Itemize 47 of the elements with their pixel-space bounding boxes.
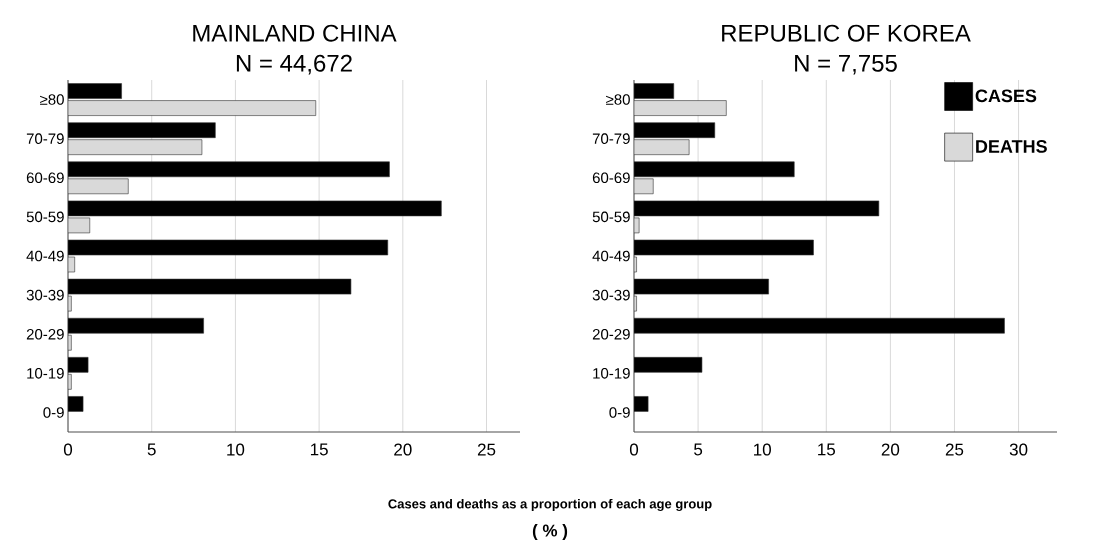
x-tick-label: 10 — [227, 443, 245, 456]
legend-label: CASES — [975, 89, 1037, 103]
y-tick-label: 40-49 — [592, 250, 630, 262]
y-tick-label: ≥80 — [40, 94, 64, 105]
y-tick-label: 30-39 — [26, 289, 64, 301]
y-tick-label: 10-19 — [27, 368, 64, 379]
bar — [634, 357, 703, 373]
text: ( % ) — [532, 524, 568, 540]
bar — [68, 161, 390, 178]
y-tick-label: 10-19 — [593, 368, 630, 379]
x-tick-label: 10 — [754, 443, 771, 456]
y-tick-label: 20-29 — [26, 328, 64, 340]
x-axis-title: Cases and deaths as a proportion of each age group — [388, 498, 712, 512]
x-tick-label: 25 — [945, 443, 964, 456]
x-tick-label: 5 — [147, 443, 156, 456]
x-tick-label: 0 — [629, 443, 639, 456]
y-tick-label: 50-59 — [26, 211, 64, 223]
bar — [68, 178, 129, 195]
chart-subtitle: N = 7,755 — [795, 54, 897, 75]
bar — [634, 396, 649, 412]
y-tick-label: 20-29 — [592, 328, 630, 340]
chart-title: REPUBLIC OF KOREA — [722, 24, 971, 42]
x-tick-label: 20 — [394, 443, 412, 456]
x-tick-label: 15 — [818, 443, 836, 456]
x-tick-label: 20 — [881, 443, 900, 456]
y-tick-label: 40-49 — [26, 250, 64, 262]
chart-subtitle: N = 44,672 — [236, 54, 352, 75]
y-tick-label: ≥80 — [606, 94, 630, 105]
y-tick-label: 0-9 — [609, 407, 630, 418]
chart-title: MAINLAND CHINA — [193, 24, 397, 42]
bar — [634, 317, 1005, 334]
y-tick-label: 70-79 — [26, 133, 64, 144]
bar — [68, 317, 204, 334]
y-tick-label: 60-69 — [26, 172, 64, 184]
x-tick-label: 0 — [63, 443, 73, 456]
y-tick-label: 60-69 — [592, 172, 630, 184]
bar — [68, 83, 122, 99]
x-tick-label: 15 — [310, 443, 328, 456]
x-tick-label: 30 — [1009, 443, 1028, 456]
bar — [68, 122, 216, 138]
y-tick-label: 30-39 — [592, 289, 630, 301]
y-tick-label: 0-9 — [43, 407, 64, 418]
legend-label: DEATHS — [976, 140, 1047, 153]
x-tick-label: 5 — [694, 443, 703, 456]
x-tick-label: 25 — [477, 443, 496, 456]
y-tick-label: 70-79 — [592, 133, 630, 144]
y-tick-label: 50-59 — [592, 211, 630, 223]
